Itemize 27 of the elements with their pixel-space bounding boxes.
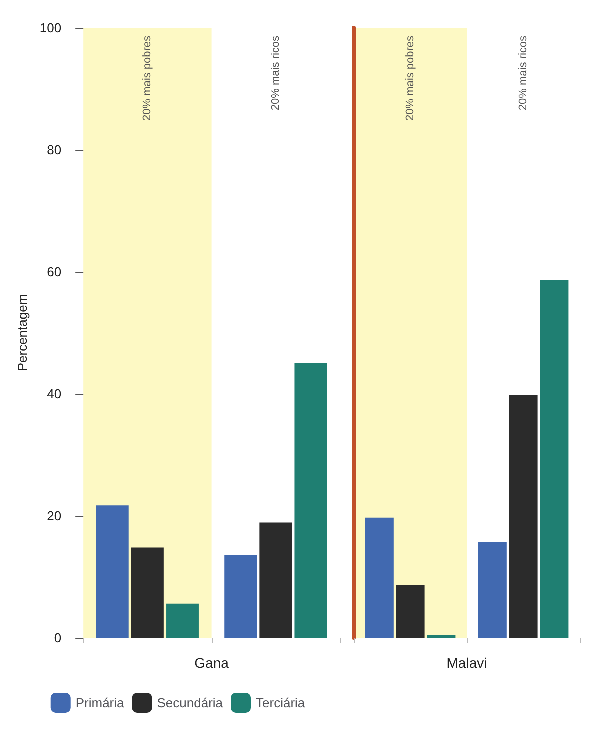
x-tick-label: 20% mais ricos — [270, 36, 282, 111]
bar — [224, 555, 258, 638]
x-tick-label: 20% mais pobres — [404, 36, 416, 121]
bar — [131, 548, 164, 638]
bar — [478, 542, 507, 638]
y-tick-label: 0 — [54, 630, 62, 646]
x-axis-title: Gana — [194, 655, 230, 671]
bar — [260, 522, 292, 638]
x-tick-label: 20% mais pobres — [142, 36, 154, 121]
x-axis-title: Malavi — [446, 655, 488, 671]
y-tick-label: 40 — [47, 386, 62, 402]
bar — [509, 395, 538, 638]
bar — [96, 506, 129, 638]
legend-label: Secundária — [157, 696, 224, 710]
bar — [396, 586, 425, 638]
y-tick-label: 100 — [40, 20, 62, 36]
bar — [294, 364, 328, 638]
legend-label: Terciária — [256, 696, 306, 710]
y-tick-label: 60 — [47, 264, 62, 280]
bar — [540, 280, 569, 638]
legend-label: Primária — [76, 696, 126, 710]
y-tick-label: 80 — [47, 142, 62, 158]
y-tick-label: 20 — [47, 508, 62, 524]
y-axis-title: Percentagem — [15, 294, 30, 372]
bar — [166, 604, 199, 638]
x-tick-label: 20% mais ricos — [518, 36, 530, 111]
bar — [365, 518, 394, 638]
